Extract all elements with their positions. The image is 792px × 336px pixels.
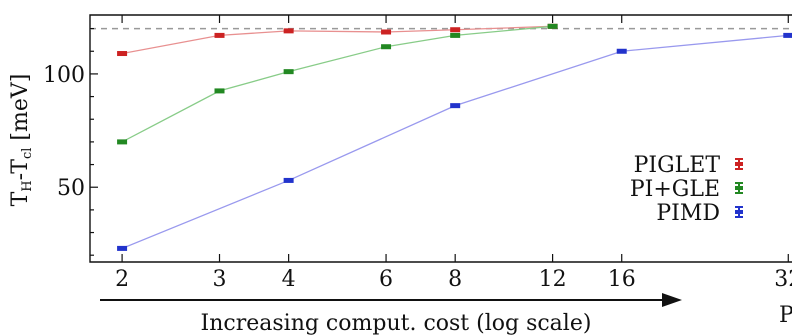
- data-point: [214, 32, 225, 38]
- x-axis-label-text: Increasing comput. cost (log scale): [201, 311, 592, 336]
- x-tick-label: 4: [282, 267, 296, 292]
- y-axis-label-mid: -T: [8, 159, 33, 181]
- data-point: [283, 177, 294, 183]
- y-axis-label-sub1: H: [20, 180, 35, 191]
- data-point: [117, 245, 128, 251]
- data-point: [117, 51, 128, 57]
- legend-point: [735, 186, 743, 190]
- plot-frame: [89, 14, 792, 263]
- y-axis-label-unit: [meV]: [8, 74, 33, 148]
- data-point: [616, 48, 627, 54]
- series-line-piglet: [121, 25, 553, 55]
- data-point: [381, 44, 392, 50]
- x-tick-label: 8: [448, 267, 462, 292]
- legend-point: [735, 210, 743, 214]
- x-tick-label: 2: [115, 267, 129, 292]
- legend-point: [735, 162, 743, 166]
- data-point: [381, 29, 392, 35]
- x-tick-label: 12: [539, 267, 567, 292]
- legend-label: PIGLET: [634, 153, 721, 178]
- cost-arrow-head-icon: [662, 293, 682, 307]
- x-tick-label: 6: [379, 267, 393, 292]
- x-tick-label: 16: [608, 267, 636, 292]
- svg-text:TH-Tcl [meV]: TH-Tcl [meV]: [8, 74, 35, 207]
- y-axis-label-main: T: [8, 191, 33, 206]
- legend-label: PI+GLE: [630, 177, 720, 202]
- x-axis-edge-label: P: [779, 303, 792, 328]
- legend-marker-icon: [735, 182, 743, 194]
- series-line-pi-gle: [121, 25, 553, 143]
- data-point: [214, 88, 225, 94]
- y-axis-label: TH-Tcl [meV]: [8, 74, 35, 207]
- data-point: [117, 139, 128, 145]
- legend-marker-icon: [735, 206, 743, 218]
- y-tick-label: 50: [57, 176, 85, 201]
- y-axis-label-sub2: cl: [20, 148, 35, 159]
- legend-marker-icon: [735, 158, 743, 170]
- data-point: [283, 69, 294, 75]
- x-tick-label: 3: [213, 267, 227, 292]
- data-point: [450, 32, 461, 38]
- data-point: [450, 103, 461, 109]
- x-axis-label: Increasing comput. cost (log scale): [100, 293, 682, 336]
- data-point: [783, 32, 792, 38]
- data-point: [547, 23, 558, 29]
- y-tick-label: 100: [43, 63, 85, 88]
- x-tick-label: 32: [774, 267, 792, 292]
- data-point: [283, 28, 294, 34]
- legend-label: PIMD: [656, 201, 720, 226]
- data-point: [450, 27, 461, 33]
